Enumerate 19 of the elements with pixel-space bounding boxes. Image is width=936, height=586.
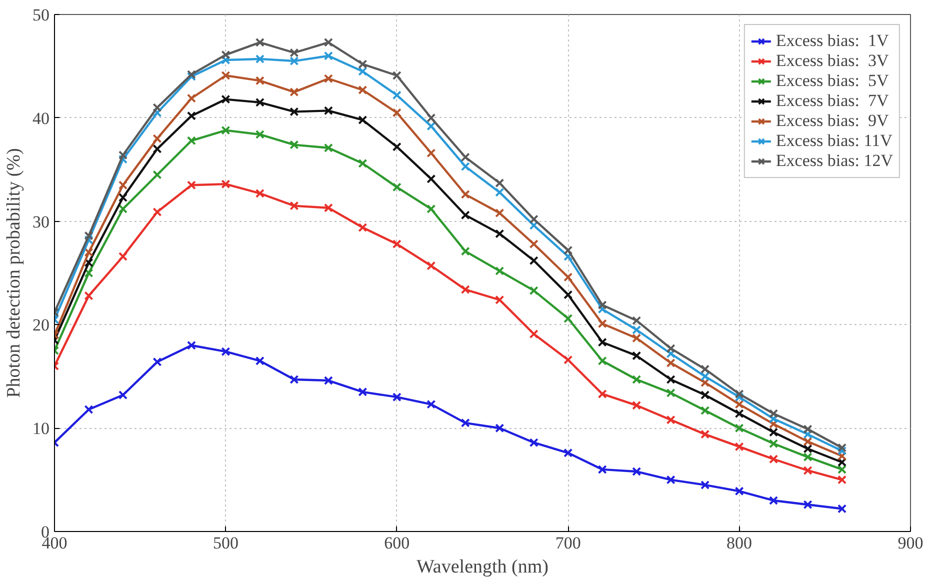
y-axis-title: Photon detection probability (%) — [4, 148, 24, 398]
y-tick-label: 40 — [32, 108, 50, 128]
legend-label: Excess bias: 1V — [776, 31, 889, 51]
y-tick-label: 50 — [32, 6, 50, 24]
y-tick-label: 30 — [32, 212, 50, 232]
x-tick-label: 500 — [212, 534, 238, 552]
y-tick-label: 20 — [32, 316, 50, 335]
legend-label: Excess bias: 11V — [776, 131, 892, 151]
legend-label: Excess bias: 5V — [776, 71, 889, 91]
x-tick-label: 800 — [726, 534, 752, 552]
x-tick-label: 700 — [555, 534, 581, 552]
y-tick-label: 10 — [32, 419, 50, 438]
legend-label: Excess bias: 9V — [776, 111, 889, 131]
x-tick-label: 600 — [384, 534, 410, 552]
legend-label: Excess bias: 3V — [776, 51, 889, 71]
legend-label: Excess bias: 12V — [776, 151, 893, 171]
legend-label: Excess bias: 7V — [776, 91, 889, 111]
x-axis-title: Wavelength (nm) — [416, 556, 548, 578]
x-tick-label: 900 — [898, 534, 924, 552]
